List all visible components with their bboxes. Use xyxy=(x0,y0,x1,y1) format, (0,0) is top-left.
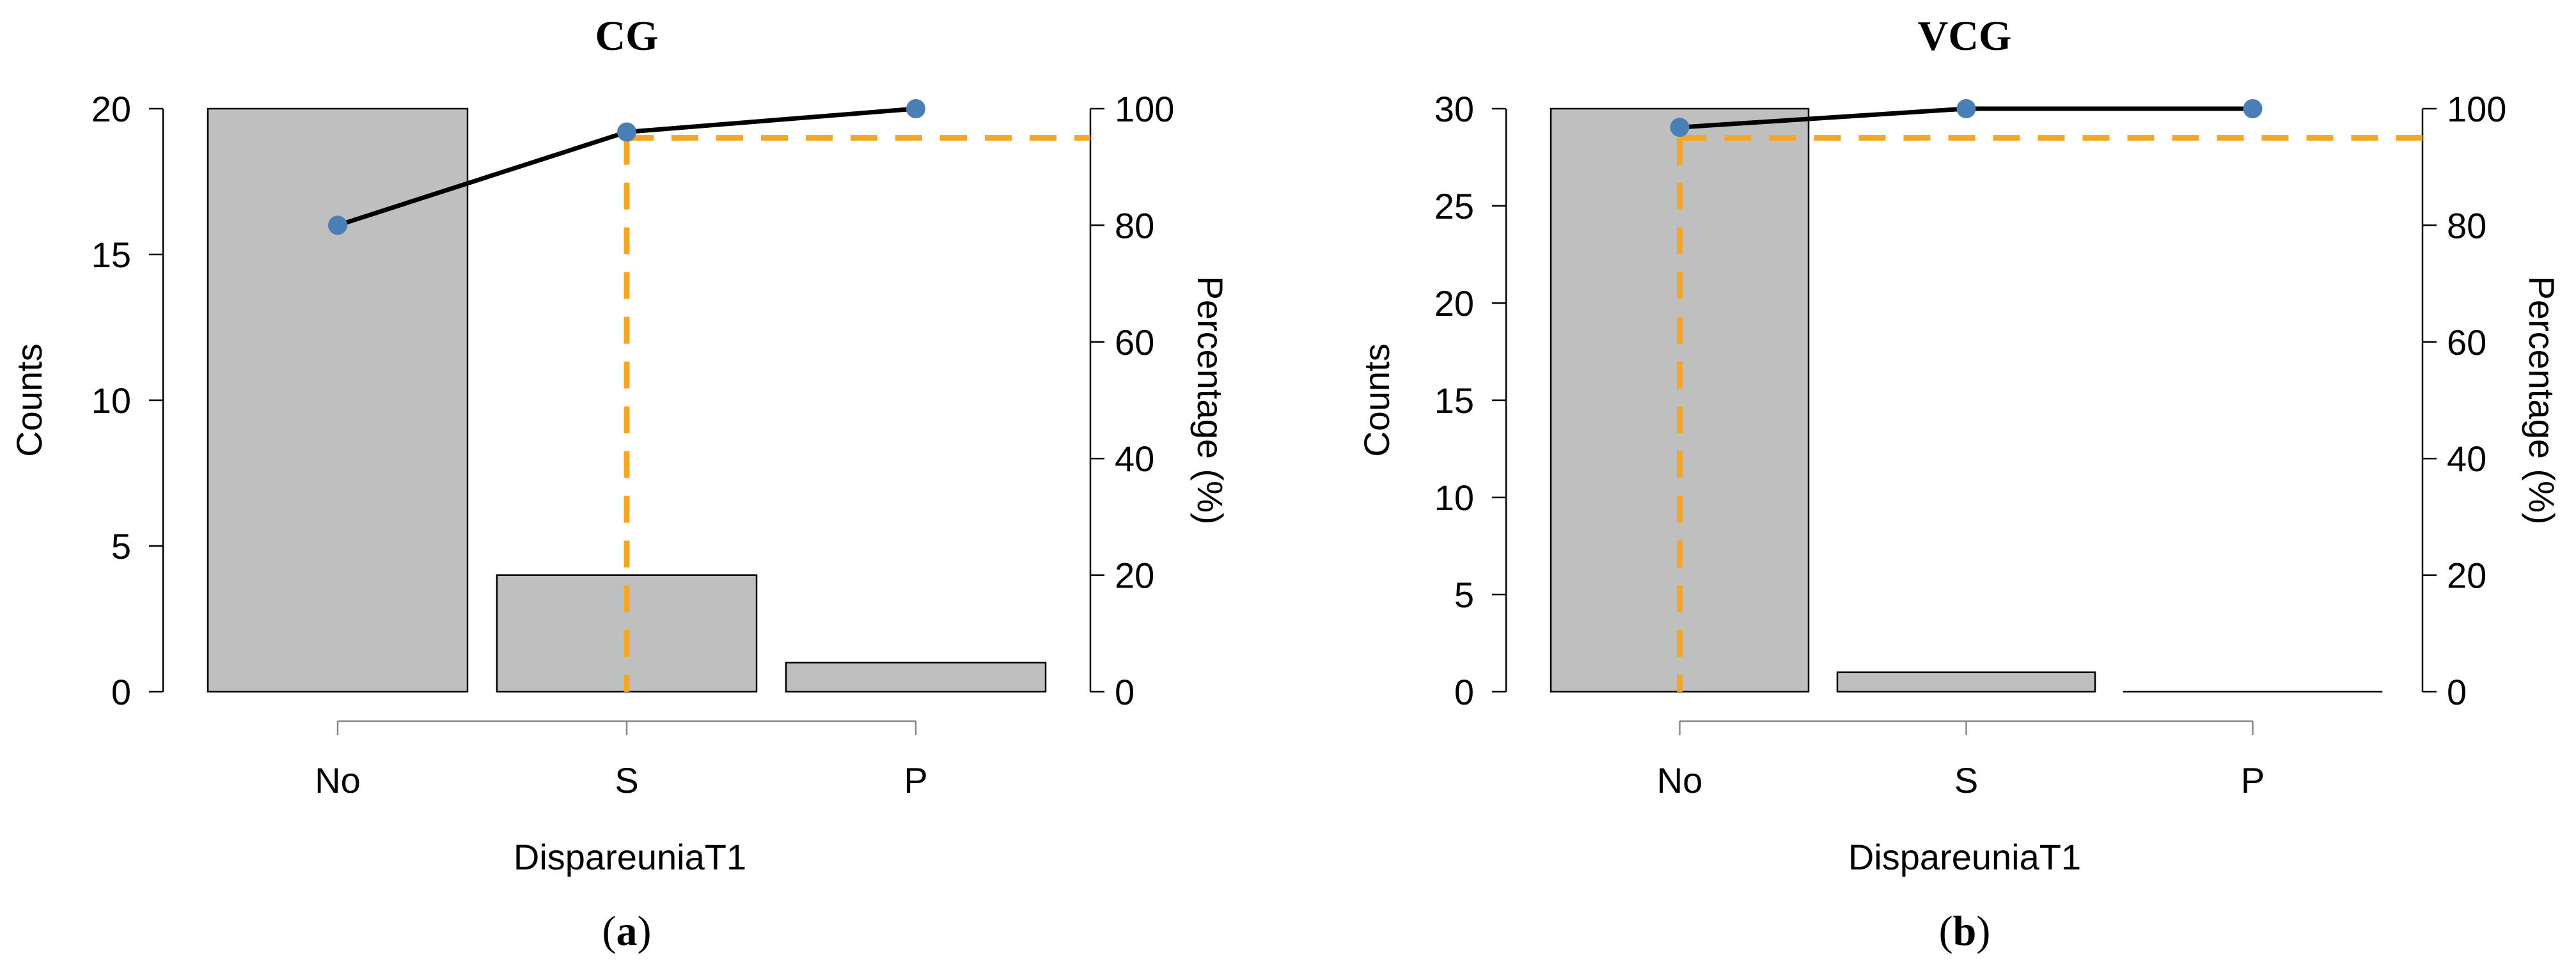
y-tick-label: 10 xyxy=(91,380,131,421)
y-tick-label: 25 xyxy=(1434,186,1474,226)
x-tick-label: S xyxy=(1954,760,1978,800)
y-tick-label: 10 xyxy=(1434,478,1474,518)
panel-label: (a) xyxy=(602,908,652,954)
panel-label: (b) xyxy=(1939,908,1991,954)
x-axis-label: DispareuniaT1 xyxy=(1848,837,2081,877)
y2-tick-label: 40 xyxy=(1115,439,1154,479)
chart-panel-a: CG 0 5 10 15 20 0 20 40 60 80 100 No S P DispareuniaT1 C… xyxy=(9,13,1230,954)
y2-tick-label: 60 xyxy=(1115,322,1154,362)
y-tick-label: 15 xyxy=(91,235,131,275)
x-axis-label: DispareuniaT1 xyxy=(514,837,746,877)
y-tick-label: 5 xyxy=(1454,575,1474,615)
bar-P xyxy=(785,662,1047,693)
y2-tick-label: 20 xyxy=(1115,556,1154,596)
y2-tick-label: 100 xyxy=(1115,89,1174,129)
y-axis-label: Counts xyxy=(9,343,49,456)
y2-tick-label: 0 xyxy=(2447,672,2467,712)
chart-title: CG xyxy=(595,13,659,59)
y-tick-label: 5 xyxy=(111,526,131,566)
x-tick-label: P xyxy=(2241,760,2265,800)
cumulative-point-S xyxy=(1956,99,1976,118)
y2-tick-label: 60 xyxy=(2447,322,2486,362)
y2-tick-label: 20 xyxy=(2447,556,2486,596)
y2-tick-label: 80 xyxy=(2447,205,2486,245)
chart-title: VCG xyxy=(1918,13,2012,59)
x-tick-label: No xyxy=(315,760,361,800)
y2-tick-label: 80 xyxy=(1115,205,1154,245)
x-tick-label: No xyxy=(1657,760,1703,800)
bar-No xyxy=(207,107,469,693)
x-tick-label: S xyxy=(615,760,638,800)
panel-label-letter: a xyxy=(617,908,638,954)
y-tick-label: 15 xyxy=(1434,380,1474,421)
y-tick-label: 20 xyxy=(91,89,131,129)
y2-axis-label: Percentage (%) xyxy=(1190,276,1230,524)
y-tick-label: 0 xyxy=(111,672,131,712)
cumulative-point-P xyxy=(2243,99,2263,118)
y-tick-label: 0 xyxy=(1454,672,1474,712)
y-tick-label: 20 xyxy=(1434,283,1474,323)
bar-S xyxy=(1836,671,2096,693)
chart-panel-b: VCG 0 5 10 15 20 25 30 0 20 40 60 80 100 No S P Dispareun… xyxy=(1356,13,2562,954)
y2-tick-label: 100 xyxy=(2447,89,2506,129)
cumulative-point-No xyxy=(1670,118,1690,137)
y-tick-label: 30 xyxy=(1434,89,1474,129)
y2-axis-label: Percentage (%) xyxy=(2522,276,2562,524)
panel-label-letter: b xyxy=(1953,908,1977,954)
y-axis-label: Counts xyxy=(1356,343,1397,456)
x-tick-label: P xyxy=(904,760,927,800)
cumulative-point-S xyxy=(617,122,636,142)
y2-tick-label: 40 xyxy=(2447,439,2486,479)
y2-tick-label: 0 xyxy=(1115,672,1135,712)
cumulative-point-No xyxy=(328,215,347,235)
cumulative-point-P xyxy=(906,99,925,118)
